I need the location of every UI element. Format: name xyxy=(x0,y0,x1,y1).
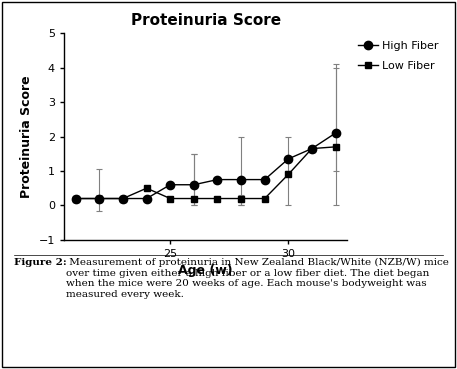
Text: Measurement of proteinuria in New Zealand Black/White (NZB/W) mice over time giv: Measurement of proteinuria in New Zealan… xyxy=(66,258,449,299)
X-axis label: Age (w): Age (w) xyxy=(178,265,233,277)
Text: Figure 2:: Figure 2: xyxy=(14,258,66,267)
Legend: High Fiber, Low Fiber: High Fiber, Low Fiber xyxy=(356,39,441,73)
Y-axis label: Proteinuria Score: Proteinuria Score xyxy=(20,75,33,198)
Title: Proteinuria Score: Proteinuria Score xyxy=(131,13,281,28)
